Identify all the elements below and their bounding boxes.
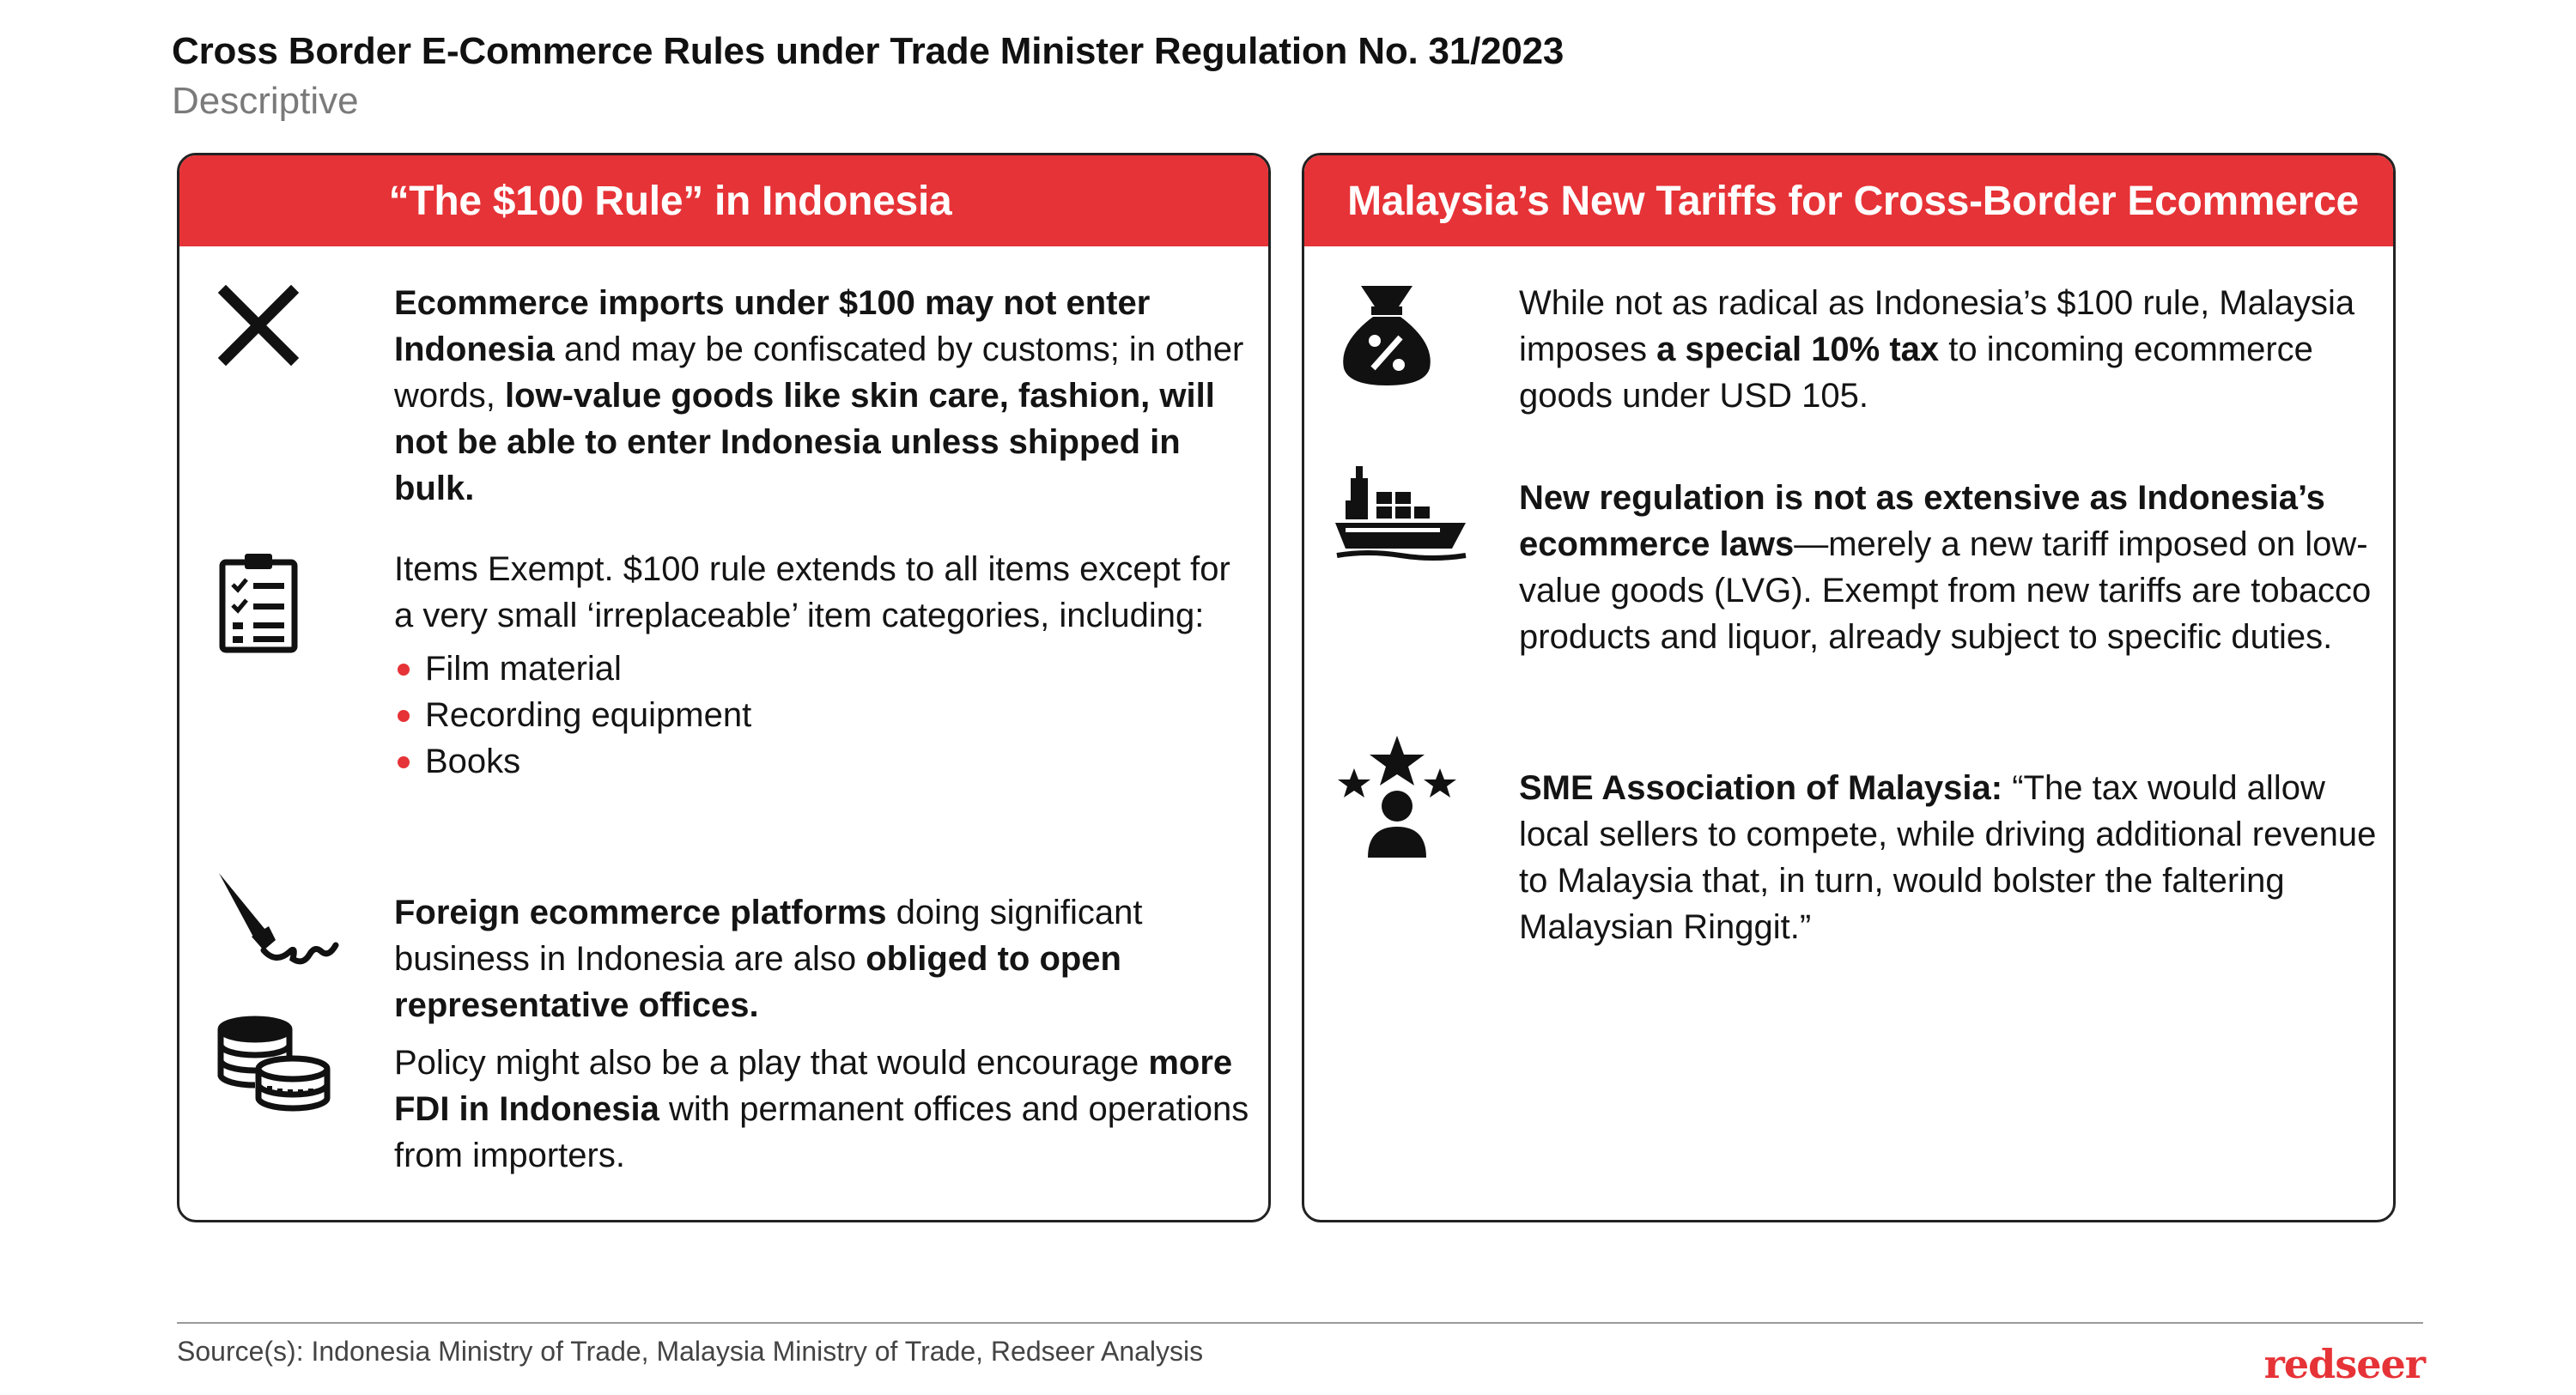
page-title: Cross Border E-Commerce Rules under Trad…	[172, 30, 1564, 72]
malaysia-item-2-text: New regulation is not as extensive as In…	[1519, 475, 2378, 660]
indonesia-item-2-plain: Items Exempt. $100 rule extends to all i…	[394, 550, 1230, 634]
signing-pen-icon	[214, 870, 343, 973]
page-subtitle: Descriptive	[172, 80, 359, 122]
indonesia-item-3-bold-a: Foreign ecommerce platforms	[394, 894, 887, 931]
indonesia-panel-heading: “The $100 Rule” in Indonesia	[179, 155, 1268, 246]
malaysia-item-3-plain: “The tax would allow local sellers to co…	[1519, 769, 2377, 946]
malaysia-item-1-plain-a: While not as radical as Indonesia’s $100…	[1519, 284, 2355, 368]
indonesia-item-4-text: Policy might also be a play that would e…	[394, 1040, 1253, 1179]
malaysia-item-3-text: SME Association of Malaysia: “The tax wo…	[1519, 765, 2378, 950]
indonesia-item-1-text: Ecommerce imports under $100 may not ent…	[394, 280, 1253, 512]
indonesia-item-1-bold-b: low-value goods like skin care, fashion,…	[394, 377, 1215, 507]
page-header: Cross Border E-Commerce Rules under Trad…	[172, 26, 1564, 125]
indonesia-item-2-text: Items Exempt. $100 rule extends to all i…	[394, 546, 1253, 785]
indonesia-item-1-bold-a: Ecommerce imports under $100 may not ent…	[394, 284, 1151, 368]
indonesia-item-4-plain-b: with permanent offices and operations fr…	[394, 1090, 1249, 1174]
cross-icon	[217, 284, 300, 367]
malaysia-panel-heading: Malaysia’s New Tariffs for Cross-Border …	[1304, 155, 2393, 246]
indonesia-item-3-bold-b: obliged to open representative offices.	[394, 940, 1121, 1024]
list-item: Film material	[394, 646, 1253, 692]
source-note: Source(s): Indonesia Ministry of Trade, …	[177, 1336, 1204, 1367]
indonesia-item-4-bold: more FDI in Indonesia	[394, 1044, 1233, 1128]
indonesia-item-1-plain: and may be confiscated by customs; in ot…	[394, 331, 1244, 415]
footer-divider	[177, 1322, 2423, 1324]
indonesia-item-4-plain-a: Policy might also be a play that would e…	[394, 1044, 1149, 1082]
indonesia-item-3-plain: doing significant business in Indonesia …	[394, 894, 1143, 978]
malaysia-item-2-plain: —merely a new tariff imposed on low-valu…	[1519, 525, 2372, 656]
malaysia-item-1-plain-b: to incoming ecommerce goods under USD 10…	[1519, 331, 2313, 415]
coin-stacks-icon	[214, 1014, 334, 1117]
person-stars-icon	[1335, 734, 1459, 861]
malaysia-panel: Malaysia’s New Tariffs for Cross-Border …	[1302, 153, 2396, 1222]
indonesia-panel: “The $100 Rule” in Indonesia Ecommerce i…	[177, 153, 1271, 1222]
indonesia-item-3-text: Foreign ecommerce platforms doing signif…	[394, 889, 1253, 1028]
list-item: Recording equipment	[394, 692, 1253, 738]
exempt-categories-list: Film material Recording equipment Books	[394, 646, 1253, 785]
malaysia-item-3-bold: SME Association of Malaysia:	[1519, 769, 2003, 807]
list-item: Books	[394, 738, 1253, 785]
money-bag-percent-icon	[1335, 282, 1438, 389]
redseer-logo: redseer	[2263, 1341, 2426, 1387]
cargo-ship-icon	[1334, 466, 1467, 562]
malaysia-item-1-bold: a special 10% tax	[1656, 331, 1940, 368]
checklist-clipboard-icon	[217, 552, 300, 653]
malaysia-item-2-bold: New regulation is not as extensive as In…	[1519, 479, 2325, 563]
malaysia-item-1-text: While not as radical as Indonesia’s $100…	[1519, 280, 2378, 419]
